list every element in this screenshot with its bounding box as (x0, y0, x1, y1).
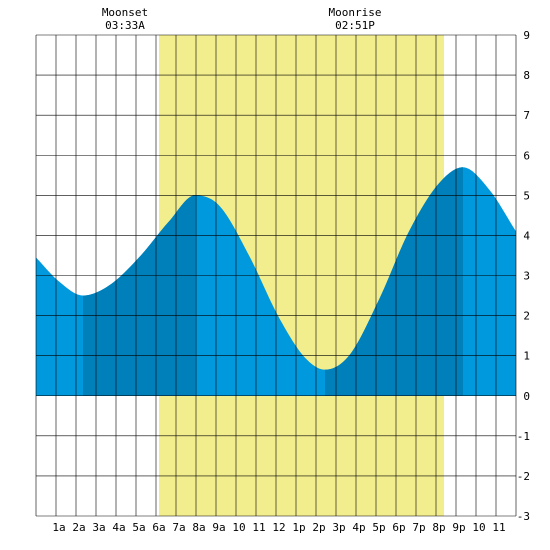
x-tick-label: 12 (272, 521, 285, 534)
tide-area-dark-2 (325, 167, 463, 396)
moonrise-title: Moonrise (328, 6, 382, 19)
y-tick-labels: -3 -2 -1 0 1 2 3 4 5 6 7 8 9 (517, 29, 531, 523)
x-tick-label: 2a (72, 521, 85, 534)
y-tick-label: 0 (523, 390, 530, 403)
y-tick-label: -3 (517, 510, 530, 523)
y-tick-label: 9 (523, 29, 530, 42)
grid-lines (35, 34, 517, 517)
moonset-time: 03:33A (105, 19, 145, 32)
x-tick-label: 5a (132, 521, 145, 534)
x-tick-label: 5p (372, 521, 385, 534)
moonrise-label: Moonrise 02:51P (315, 6, 395, 32)
y-tick-label: -1 (517, 430, 530, 443)
moonset-label: Moonset 03:33A (85, 6, 165, 32)
x-tick-label: 3a (92, 521, 105, 534)
x-tick-label: 6a (152, 521, 165, 534)
y-tick-label: 6 (523, 149, 530, 162)
moonset-title: Moonset (101, 6, 149, 19)
x-tick-label: 6p (392, 521, 405, 534)
y-tick-label: 7 (523, 109, 530, 122)
y-tick-label: -2 (517, 470, 530, 483)
x-tick-label: 9a (212, 521, 225, 534)
x-tick-label: 4p (352, 521, 365, 534)
moonrise-time: 02:51P (335, 19, 375, 32)
x-tick-label: 9p (452, 521, 465, 534)
x-tick-label: 1p (292, 521, 305, 534)
x-tick-label: 8a (192, 521, 205, 534)
y-tick-label: 2 (523, 310, 530, 323)
y-tick-label: 4 (523, 229, 530, 242)
x-tick-label: 7p (412, 521, 425, 534)
x-tick-label: 1a (52, 521, 65, 534)
x-tick-label: 3p (332, 521, 345, 534)
x-tick-label: 8p (432, 521, 445, 534)
x-tick-label: 2p (312, 521, 325, 534)
x-tick-labels: 1a 2a 3a 4a 5a 6a 7a 8a 9a 10 11 12 1p 2p 3p 4p 5p 6p 7p 8p… (52, 521, 505, 534)
y-tick-label: 5 (523, 189, 530, 202)
x-tick-label: 10 (472, 521, 485, 534)
y-tick-label: 3 (523, 270, 530, 283)
x-tick-label: 4a (112, 521, 125, 534)
x-tick-label: 11 (252, 521, 265, 534)
y-tick-label: 1 (523, 350, 530, 363)
x-tick-label: 10 (232, 521, 245, 534)
y-tick-label: 8 (523, 69, 530, 82)
x-tick-label: 7a (172, 521, 185, 534)
tide-area-dark-1 (83, 195, 195, 396)
x-tick-label: 11 (492, 521, 505, 534)
